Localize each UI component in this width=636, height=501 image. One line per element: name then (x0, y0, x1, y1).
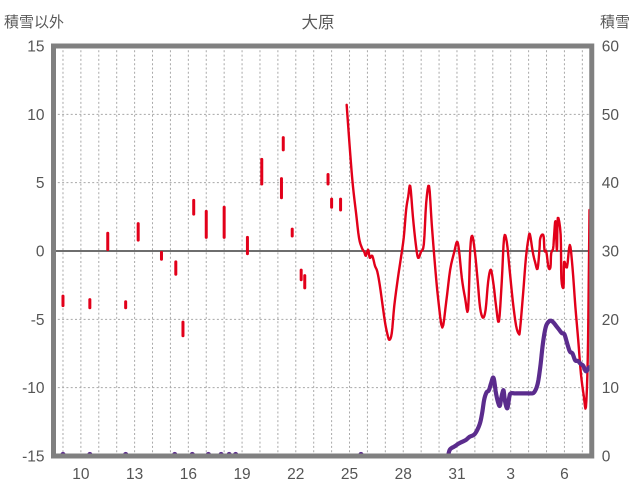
svg-text:25: 25 (341, 466, 358, 483)
svg-text:3: 3 (506, 466, 515, 483)
svg-text:0: 0 (36, 244, 45, 261)
svg-text:13: 13 (126, 466, 143, 483)
svg-text:5: 5 (36, 175, 45, 192)
svg-text:6: 6 (560, 466, 569, 483)
svg-text:19: 19 (233, 466, 250, 483)
svg-text:16: 16 (180, 466, 197, 483)
svg-text:-10: -10 (22, 380, 45, 397)
svg-text:10: 10 (72, 466, 90, 483)
svg-text:20: 20 (602, 312, 620, 329)
svg-text:-15: -15 (22, 449, 44, 466)
svg-text:60: 60 (602, 39, 620, 56)
svg-text:30: 30 (602, 244, 620, 261)
svg-text:28: 28 (395, 466, 412, 483)
svg-text:50: 50 (602, 107, 620, 124)
svg-text:-5: -5 (31, 312, 45, 329)
svg-text:15: 15 (27, 39, 44, 56)
svg-text:0: 0 (602, 449, 611, 466)
svg-text:10: 10 (602, 380, 620, 397)
svg-text:31: 31 (448, 466, 465, 483)
svg-text:10: 10 (27, 107, 45, 124)
svg-text:40: 40 (602, 175, 620, 192)
svg-text:22: 22 (287, 466, 304, 483)
